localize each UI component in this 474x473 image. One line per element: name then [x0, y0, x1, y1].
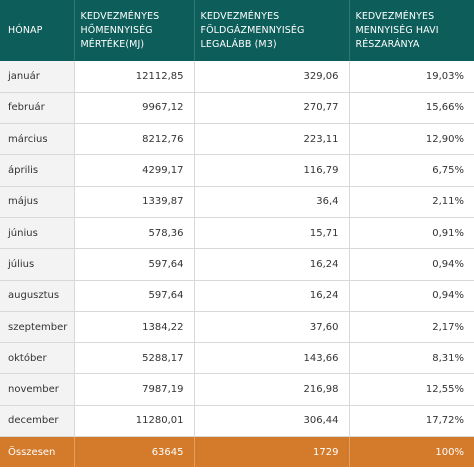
share-cell: 12,90%	[349, 123, 474, 156]
gas-cell: 270,77	[194, 92, 350, 125]
total-heat: 63645	[74, 436, 195, 468]
share-cell: 8,31%	[349, 342, 474, 375]
table-body: január 12112,85 329,06 19,03% február 9967,12…	[0, 61, 474, 438]
gas-cell: 223,11	[194, 123, 350, 156]
table-row: május 1339,87 36,4 2,11%	[0, 186, 474, 218]
share-cell: 2,17%	[349, 311, 474, 344]
gas-cell: 116,79	[194, 154, 350, 187]
month-cell: október	[0, 342, 75, 375]
gas-cell: 306,44	[194, 405, 350, 438]
header-month: HÓNAP	[0, 0, 75, 61]
gas-cell: 16,24	[194, 248, 350, 281]
table-row: január 12112,85 329,06 19,03%	[0, 61, 474, 93]
gas-cell: 143,66	[194, 342, 350, 375]
header-gas-quantity: KEDVEZMÉNYES FÖLDGÁZMENNYISÉG LEGALÁBB (…	[194, 0, 350, 61]
share-cell: 0,94%	[349, 248, 474, 281]
table-row: november 7987,19 216,98 12,55%	[0, 373, 474, 406]
share-cell: 6,75%	[349, 154, 474, 187]
gas-cell: 216,98	[194, 373, 350, 406]
gas-cell: 15,71	[194, 217, 350, 250]
month-cell: november	[0, 373, 75, 406]
month-cell: július	[0, 248, 75, 281]
header-row: HÓNAP KEDVEZMÉNYES HŐMENNYISÉG MÉRTÉKE(M…	[0, 0, 474, 61]
table-row: április 4299,17 116,79 6,75%	[0, 154, 474, 187]
heat-cell: 11280,01	[74, 405, 195, 438]
heat-cell: 5288,17	[74, 342, 195, 375]
share-cell: 19,03%	[349, 61, 474, 93]
month-cell: január	[0, 61, 75, 93]
heat-cell: 12112,85	[74, 61, 195, 93]
gas-cell: 37,60	[194, 311, 350, 344]
table-footer: Összesen 63645 1729 100%	[0, 436, 474, 468]
table-header: HÓNAP KEDVEZMÉNYES HŐMENNYISÉG MÉRTÉKE(M…	[0, 0, 474, 61]
table-row: szeptember 1384,22 37,60 2,17%	[0, 311, 474, 344]
table-row: augusztus 597,64 16,24 0,94%	[0, 280, 474, 312]
table-row: július 597,64 16,24 0,94%	[0, 248, 474, 281]
total-share: 100%	[349, 436, 474, 468]
gas-cell: 329,06	[194, 61, 350, 93]
total-row: Összesen 63645 1729 100%	[0, 436, 474, 468]
header-heat-quantity: KEDVEZMÉNYES HŐMENNYISÉG MÉRTÉKE(MJ)	[74, 0, 195, 61]
heat-cell: 7987,19	[74, 373, 195, 406]
heat-cell: 1339,87	[74, 186, 195, 218]
month-cell: augusztus	[0, 280, 75, 312]
heat-cell: 4299,17	[74, 154, 195, 187]
heat-cell: 578,36	[74, 217, 195, 250]
month-cell: február	[0, 92, 75, 125]
table-row: február 9967,12 270,77 15,66%	[0, 92, 474, 125]
month-cell: szeptember	[0, 311, 75, 344]
share-cell: 17,72%	[349, 405, 474, 438]
month-cell: április	[0, 154, 75, 187]
share-cell: 0,91%	[349, 217, 474, 250]
header-monthly-share: KEDVEZMÉNYES MENNYISÉG HAVI RÉSZARÁNYA	[349, 0, 474, 61]
gas-cell: 36,4	[194, 186, 350, 218]
share-cell: 12,55%	[349, 373, 474, 406]
total-label: Összesen	[0, 436, 75, 468]
heat-cell: 597,64	[74, 248, 195, 281]
table-row: március 8212,76 223,11 12,90%	[0, 123, 474, 156]
month-cell: május	[0, 186, 75, 218]
heat-cell: 8212,76	[74, 123, 195, 156]
month-cell: június	[0, 217, 75, 250]
share-cell: 0,94%	[349, 280, 474, 312]
month-cell: december	[0, 405, 75, 438]
table-row: október 5288,17 143,66 8,31%	[0, 342, 474, 375]
share-cell: 15,66%	[349, 92, 474, 125]
heat-cell: 597,64	[74, 280, 195, 312]
table-row: június 578,36 15,71 0,91%	[0, 217, 474, 250]
heat-cell: 9967,12	[74, 92, 195, 125]
heat-cell: 1384,22	[74, 311, 195, 344]
gas-cell: 16,24	[194, 280, 350, 312]
table-row: december 11280,01 306,44 17,72%	[0, 405, 474, 438]
total-gas: 1729	[194, 436, 350, 468]
month-cell: március	[0, 123, 75, 156]
share-cell: 2,11%	[349, 186, 474, 218]
